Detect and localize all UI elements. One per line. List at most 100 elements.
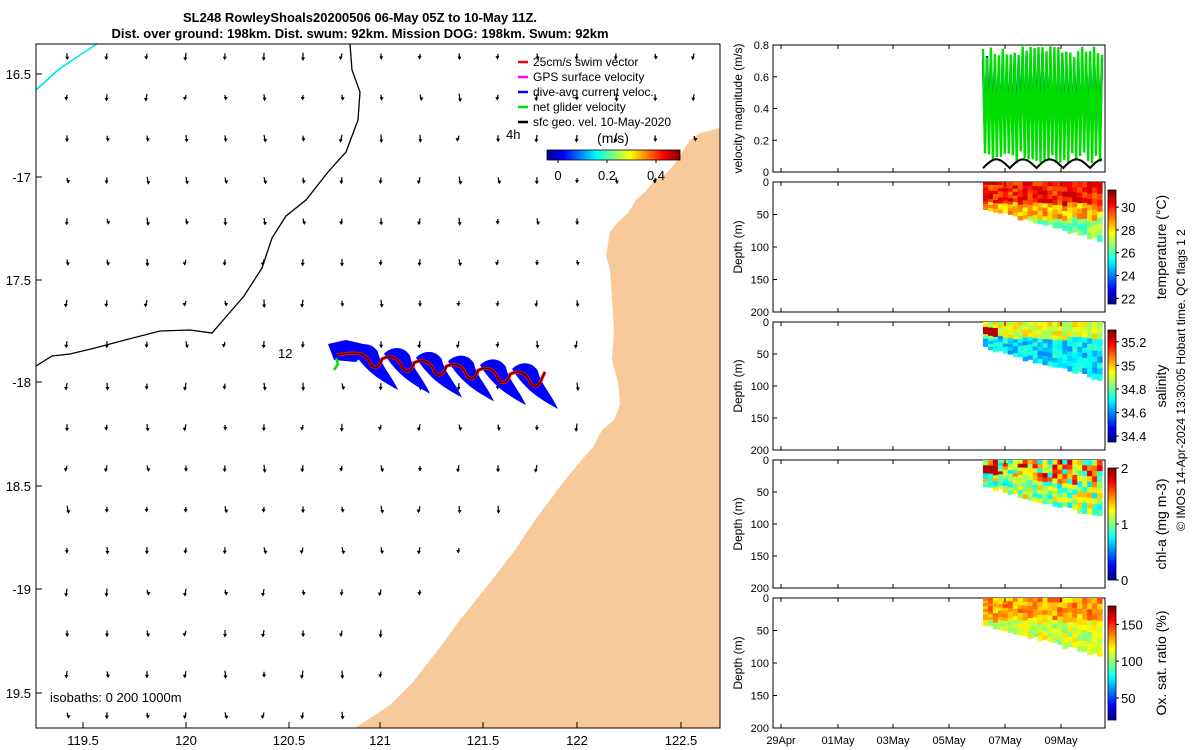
heatmap-cell <box>1052 492 1058 498</box>
heatmap-cell <box>1042 207 1049 213</box>
heatmap-cell <box>1072 197 1078 203</box>
heatmap-cell <box>1062 322 1068 328</box>
heatmap-cell <box>1037 477 1044 482</box>
heatmap-cell <box>997 465 1004 470</box>
heatmap-cell <box>992 182 999 186</box>
heatmap-cell <box>988 344 994 348</box>
heatmap-cell <box>1092 476 1098 483</box>
heatmap-cell <box>1037 472 1044 478</box>
velocity-arrow <box>260 712 265 719</box>
heatmap-cell <box>988 617 994 621</box>
heatmap-cell <box>1007 470 1014 475</box>
heatmap-cell <box>1052 598 1058 603</box>
heatmap-cell <box>1047 215 1054 221</box>
heatmap-cell <box>1017 475 1024 480</box>
heatmap-cell <box>1027 344 1034 349</box>
heatmap-cell <box>1022 471 1029 476</box>
velocity-arrow <box>455 464 460 473</box>
heatmap-cell <box>1067 502 1073 508</box>
velocity-arrow <box>262 94 267 102</box>
velocity-arrow <box>261 52 266 61</box>
heatmap-cell <box>1027 189 1034 194</box>
heatmap-cell <box>1022 494 1029 499</box>
velocity-arrow <box>185 176 190 185</box>
heatmap-cell <box>1007 201 1014 206</box>
heatmap-cell <box>1062 225 1068 231</box>
heatmap-cell <box>997 333 1004 337</box>
heatmap-cell <box>1047 468 1054 474</box>
heatmap-cell <box>1057 488 1063 494</box>
heatmap-cell <box>1062 215 1068 222</box>
heatmap-cell <box>1002 476 1009 480</box>
velocity-arrow <box>144 506 149 513</box>
heatmap-cell <box>1072 357 1078 364</box>
heatmap-cell <box>1022 627 1029 633</box>
heatmap-cell <box>997 485 1004 490</box>
heatmap-cell <box>1022 337 1029 342</box>
heatmap-cell <box>1032 334 1039 339</box>
heatmap-cell <box>1027 625 1034 631</box>
heatmap-cell <box>983 470 989 474</box>
heatmap-cell <box>997 601 1004 605</box>
heatmap-cell <box>1072 342 1078 349</box>
heatmap-cell <box>988 184 994 189</box>
heatmap-cell <box>1072 617 1078 624</box>
heatmap-cell <box>1082 322 1088 328</box>
heatmap-cell <box>1047 606 1054 612</box>
heatmap-cell <box>1032 202 1039 208</box>
heatmap-cell <box>1012 339 1019 344</box>
heatmap-cell <box>1062 201 1068 207</box>
velocity-arrow <box>182 94 187 101</box>
heatmap-cell <box>983 326 989 330</box>
heatmap-cell <box>1062 501 1068 507</box>
heatmap-cell <box>983 201 989 205</box>
heatmap-cell <box>1052 362 1058 368</box>
heatmap-cell <box>1057 331 1063 337</box>
heatmap-cell <box>1097 223 1103 231</box>
heatmap-cell <box>1077 351 1083 358</box>
heatmap-cell <box>1047 361 1054 367</box>
heatmap-cell <box>1097 374 1103 381</box>
heatmap-cell <box>988 609 994 613</box>
heatmap-cell <box>1037 619 1044 625</box>
heatmap-cell <box>1012 601 1019 606</box>
heatmap-cell <box>1057 497 1063 503</box>
heatmap-cell <box>1017 620 1024 625</box>
heatmap-cell <box>1022 486 1029 492</box>
heatmap-cell <box>1057 634 1063 641</box>
heatmap-cell <box>988 333 994 337</box>
velocity-arrow <box>458 176 463 185</box>
heatmap-cell <box>1057 223 1063 229</box>
velocity-arrow <box>105 135 110 142</box>
colorbar-tick-label: 35.2 <box>1121 335 1146 350</box>
velocity-arrow <box>104 177 109 185</box>
heatmap-cell <box>1067 182 1073 188</box>
heatmap-cell <box>1057 182 1063 188</box>
heatmap-cell <box>1017 486 1024 491</box>
heatmap-cell <box>1017 627 1024 632</box>
heatmap-cell <box>997 188 1004 192</box>
heatmap-cell <box>1047 473 1054 478</box>
heatmap-cell <box>1017 328 1024 333</box>
heatmap-cell <box>1097 476 1103 483</box>
heatmap-cell <box>1052 464 1058 470</box>
heatmap-cell <box>1007 204 1014 209</box>
heatmap-cell <box>1017 185 1024 191</box>
map-xtick-label: 120.5 <box>273 733 306 748</box>
heatmap-cell <box>1022 605 1029 610</box>
heatmap-cell <box>1052 478 1058 484</box>
heatmap-cell <box>1027 491 1034 497</box>
heatmap-cell <box>1022 349 1029 354</box>
heatmap-cell <box>1037 322 1044 327</box>
heatmap-cell <box>1057 353 1063 359</box>
heatmap-cell <box>1012 195 1019 200</box>
velocity-arrow <box>300 94 305 101</box>
heatmap-cell <box>1047 464 1054 470</box>
heatmap-cell <box>1072 362 1078 369</box>
velocity-arrow <box>223 424 228 431</box>
heatmap-cell <box>1057 218 1063 224</box>
heatmap-cell <box>1072 337 1078 343</box>
heatmap-cell <box>992 613 999 617</box>
